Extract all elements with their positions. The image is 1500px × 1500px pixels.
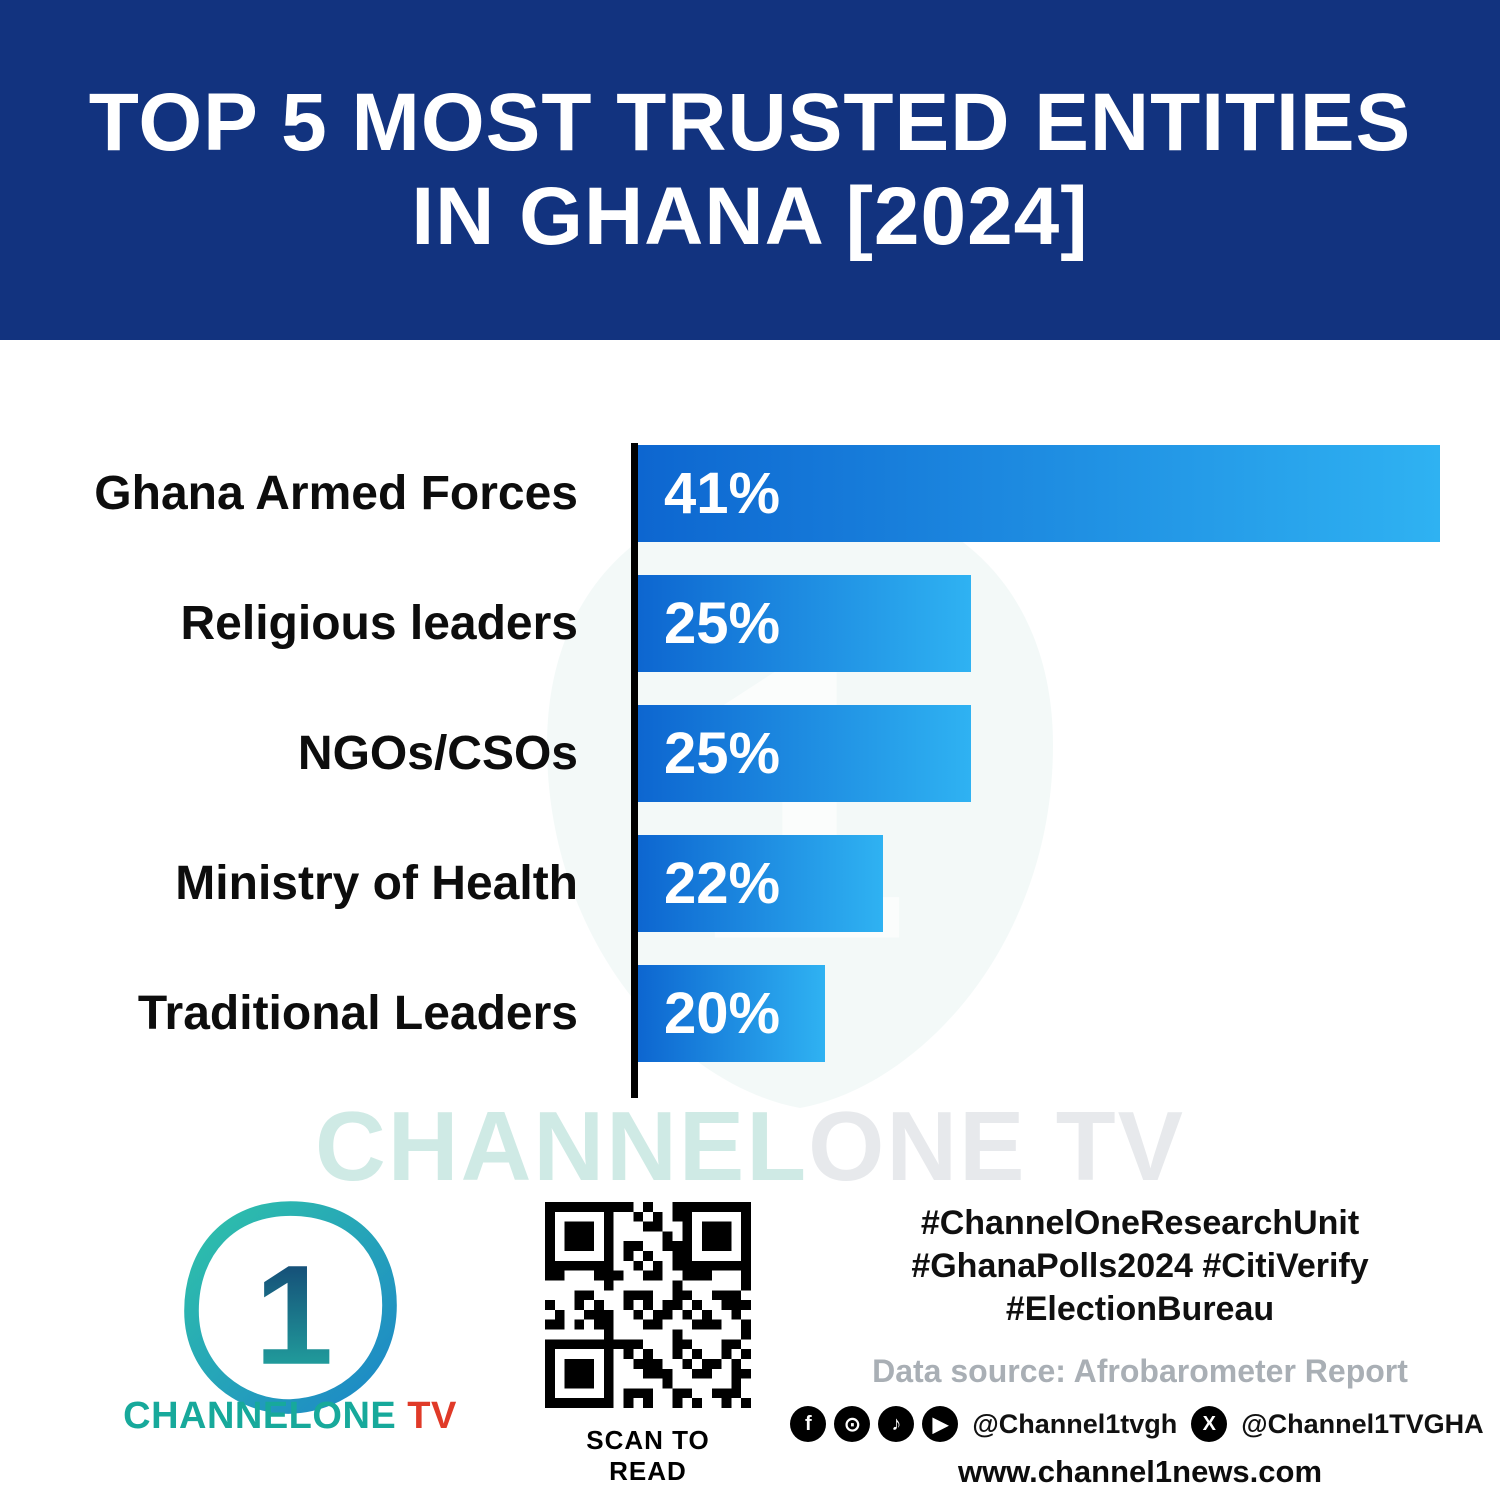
page-title-line-2: IN GHANA [2024] <box>411 171 1089 262</box>
category-label: Traditional Leaders <box>137 987 578 1040</box>
channel-one-watermark: CHANNELONE TV <box>0 1090 1500 1203</box>
watermark-part-2: ONE TV <box>808 1091 1185 1201</box>
bar-row: NGOs/CSOs 25% <box>0 705 1500 802</box>
bar-row: Ghana Armed Forces 41% <box>0 445 1500 542</box>
brand-tv: TV <box>396 1395 457 1437</box>
value-label: 41% <box>664 461 781 526</box>
social-handle-2: @Channel1TVGHA <box>1241 1408 1484 1439</box>
hashtags-line-3: #ElectionBureau <box>1005 1290 1275 1328</box>
bar-zone: 20% <box>638 965 1500 1062</box>
category-label: Ministry of Health <box>175 857 578 910</box>
brand-wordmark: CHANNELONE TV <box>110 1395 470 1438</box>
website-url: www.channel1news.com <box>957 1454 1323 1489</box>
value-label: 20% <box>664 981 781 1046</box>
page-title-line-1: TOP 5 MOST TRUSTED ENTITIES <box>88 76 1412 168</box>
bar-traditional-leaders: 20% <box>638 965 826 1062</box>
bar-ngos-csos: 25% <box>638 705 971 802</box>
social-handle-1: @Channel1tvgh <box>972 1408 1178 1439</box>
bar-ministry-of-health: 22% <box>638 835 883 932</box>
bar-row: Traditional Leaders 20% <box>0 965 1500 1062</box>
bar-zone: 41% <box>638 445 1500 542</box>
value-label: 25% <box>664 721 781 786</box>
value-label: 22% <box>664 851 781 916</box>
value-label: 25% <box>664 591 781 656</box>
footer-text-block: #ChannelOneResearchUnit #GhanaPolls2024 … <box>790 1202 1484 1490</box>
category-label: Religious leaders <box>180 597 578 650</box>
bar-zone: 25% <box>638 575 1500 672</box>
bar-row: Religious leaders 25% <box>0 575 1500 672</box>
category-label: NGOs/CSOs <box>297 727 578 780</box>
watermark-part-1: CHANNEL <box>315 1091 809 1201</box>
instagram-icon: ⊙ <box>834 1406 871 1442</box>
chart-rows: Ghana Armed Forces 41% Religious leaders… <box>0 445 1500 1062</box>
bar-zone: 22% <box>638 835 1500 932</box>
bar-row: Ministry of Health 22% <box>0 835 1500 932</box>
category-label: Ghana Armed Forces <box>94 467 578 520</box>
brand-channelone: CHANNELONE <box>123 1395 397 1437</box>
qr-caption: SCAN TO READ <box>586 1425 710 1486</box>
logo-digit: 1 <box>254 1237 333 1395</box>
x-icon: X <box>1191 1406 1228 1442</box>
facebook-icon: f <box>790 1406 827 1442</box>
bar-ghana-armed-forces: 41% <box>638 445 1440 542</box>
footer: 1 CHANNELONE TV SCAN TO READ #ChannelOne… <box>0 1180 1500 1500</box>
channel-one-logo-icon: 1 <box>184 1201 397 1414</box>
qr-code <box>545 1202 751 1408</box>
hashtags-line-1: #ChannelOneResearchUnit <box>920 1204 1360 1242</box>
youtube-icon: ▶ <box>922 1406 959 1442</box>
tiktok-icon: ♪ <box>878 1406 915 1442</box>
header-banner: TOP 5 MOST TRUSTED ENTITIES IN GHANA [20… <box>0 0 1500 340</box>
bar-religious-leaders: 25% <box>638 575 971 672</box>
bar-chart: Ghana Armed Forces 41% Religious leaders… <box>0 443 1500 1098</box>
data-source-text: Data source: Afrobarometer Report <box>872 1353 1408 1389</box>
social-row: f ⊙ ♪ ▶ @Channel1tvgh X @Channel1TVGHA <box>790 1406 1484 1442</box>
hashtags-line-2: #GhanaPolls2024 #CitiVerify <box>911 1247 1369 1285</box>
bar-zone: 25% <box>638 705 1500 802</box>
chart-axis <box>631 443 638 1098</box>
